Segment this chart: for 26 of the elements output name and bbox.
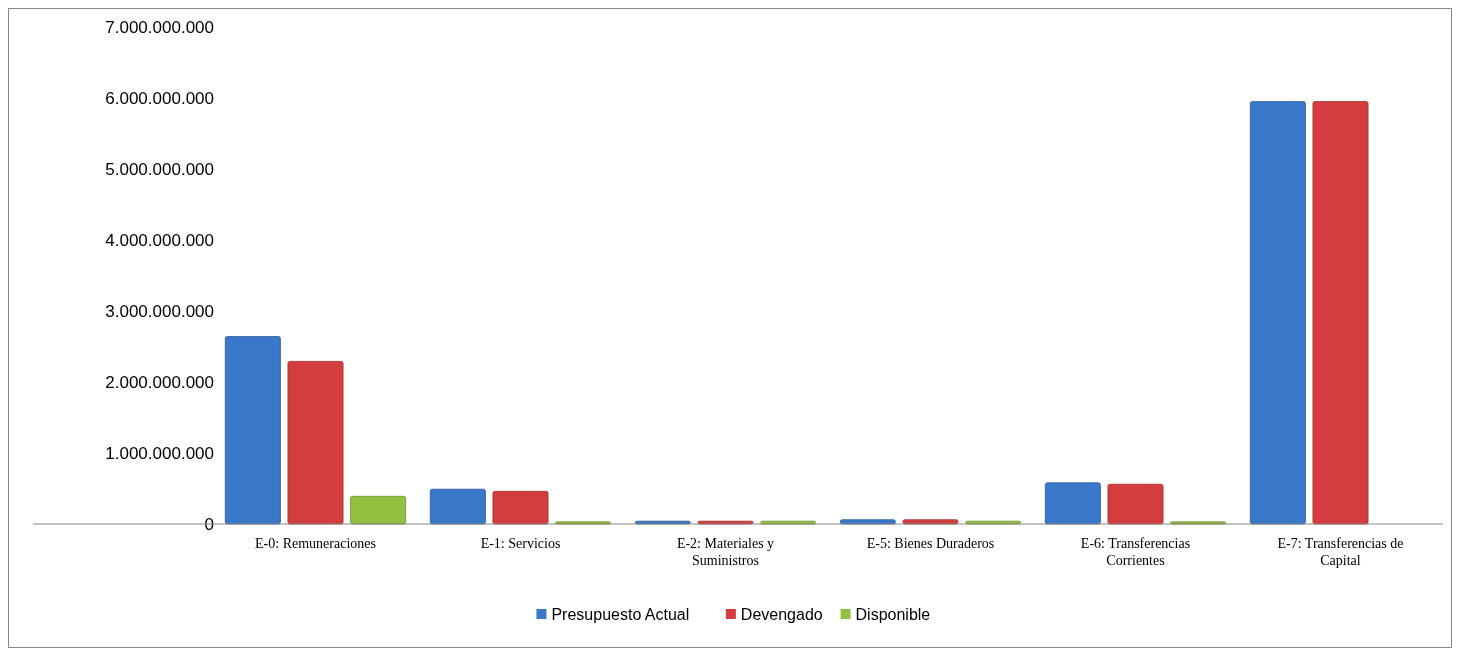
bar <box>224 336 281 525</box>
x-tick-label: E-0: Remuneraciones <box>255 536 376 551</box>
x-tick-label: E-5: Bienes Duraderos <box>866 536 995 551</box>
x-tick-label: E-1: Servicios <box>480 536 561 551</box>
x-tick-label: E-2: Materiales y Suministros <box>676 536 775 568</box>
y-tick-label: 4.000.000.000 <box>105 230 214 250</box>
bar <box>1107 483 1164 525</box>
bar <box>1249 101 1306 525</box>
bar <box>492 490 549 525</box>
y-tick-label: 0 <box>204 514 214 534</box>
bar <box>350 495 407 525</box>
legend-label: Devengado <box>740 606 823 623</box>
legend-label: Disponible <box>855 606 931 623</box>
x-tick-label: E-6: Transferencias Corrientes <box>1080 536 1191 568</box>
legend-label: Presupuesto Actual <box>551 606 690 623</box>
y-tick-label: 2.000.000.000 <box>105 372 214 392</box>
y-tick-label: 1.000.000.000 <box>105 443 214 463</box>
y-tick-label: 5.000.000.000 <box>105 159 214 179</box>
y-tick-label: 7.000.000.000 <box>105 17 214 37</box>
bar <box>429 488 486 525</box>
y-tick-label: 6.000.000.000 <box>105 88 214 108</box>
x-tick-label: E-7: Transferencias de Capital <box>1277 536 1404 568</box>
bar <box>1312 101 1369 525</box>
bar <box>1044 482 1101 525</box>
y-tick-label: 3.000.000.000 <box>105 301 214 321</box>
bar <box>287 361 344 525</box>
